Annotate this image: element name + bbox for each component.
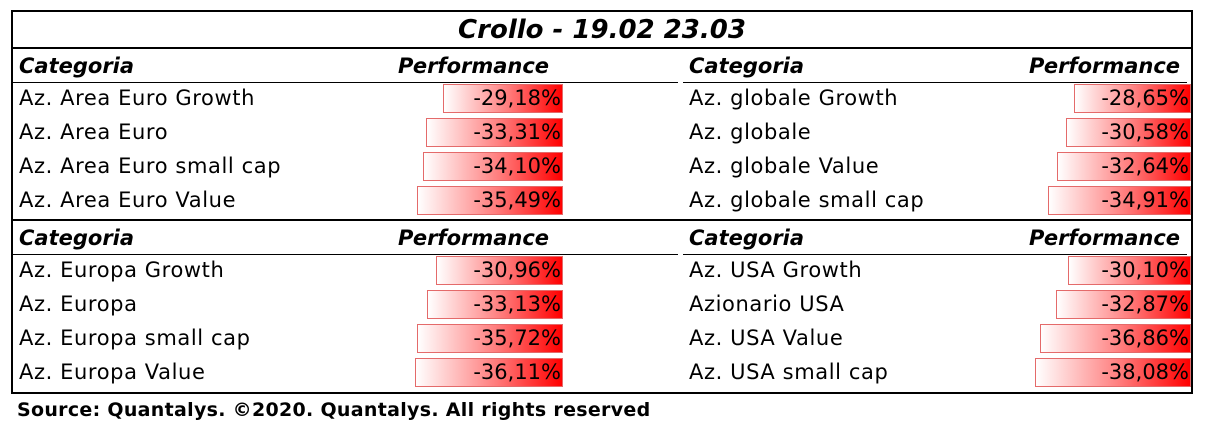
performance-bar — [414, 358, 563, 387]
performance-value: -33,31% — [473, 120, 561, 144]
performance-bar — [427, 290, 563, 319]
performance-value: -34,91% — [1101, 188, 1189, 212]
performance-bar — [416, 324, 563, 353]
category-label: Az. Europa — [19, 292, 138, 316]
category-label: Az. Area Euro — [19, 120, 169, 144]
performance-bar — [436, 256, 563, 285]
performance-bar — [1056, 290, 1191, 319]
category-label: Az. Area Euro Value — [19, 188, 237, 212]
category-header: Categoria — [19, 226, 135, 250]
category-label: Az. globale Growth — [689, 86, 899, 110]
performance-bar — [1065, 118, 1191, 147]
performance-value: -38,08% — [1101, 360, 1189, 384]
category-label: Az. Europa small cap — [19, 326, 251, 350]
performance-value: -30,96% — [473, 258, 561, 282]
performance-header: Performance — [1029, 226, 1181, 250]
performance-value: -28,65% — [1101, 86, 1189, 110]
performance-bar — [1067, 256, 1191, 285]
performance-value: -35,72% — [473, 326, 561, 350]
performance-header: Performance — [1029, 54, 1181, 78]
performance-value: -30,10% — [1101, 258, 1189, 282]
performance-bar — [1034, 358, 1191, 387]
performance-header: Performance — [398, 226, 550, 250]
performance-value: -36,11% — [473, 360, 561, 384]
category-header: Categoria — [19, 54, 135, 78]
performance-bar — [1057, 152, 1191, 181]
category-header: Categoria — [689, 54, 805, 78]
performance-bar — [426, 118, 563, 147]
performance-table: Crollo - 19.02 23.03 Categoria Performanc… — [11, 10, 1193, 394]
performance-value: -32,64% — [1101, 154, 1189, 178]
header-underline — [13, 254, 678, 255]
performance-bar — [443, 84, 563, 113]
category-label: Az. globale — [689, 120, 812, 144]
header-underline — [683, 254, 1187, 255]
category-label: Az. Europa Growth — [19, 258, 225, 282]
category-header: Categoria — [689, 226, 805, 250]
category-label: Az. globale Value — [689, 154, 880, 178]
performance-value: -32,87% — [1101, 292, 1189, 316]
performance-bar — [1039, 324, 1191, 353]
category-label: Az. Area Euro Growth — [19, 86, 256, 110]
source-note: Source: Quantalys. ©2020. Quantalys. All… — [17, 399, 651, 421]
performance-value: -35,49% — [473, 188, 561, 212]
performance-bar — [1047, 186, 1191, 215]
table-title: Crollo - 19.02 23.03 — [13, 12, 1191, 49]
performance-value: -34,10% — [473, 154, 561, 178]
performance-bar — [423, 152, 563, 181]
category-label: Azionario USA — [689, 292, 845, 316]
header-underline — [683, 82, 1187, 83]
performance-bar — [1073, 84, 1191, 113]
category-label: Az. globale small cap — [689, 188, 925, 212]
performance-value: -30,58% — [1101, 120, 1189, 144]
performance-bar — [417, 186, 563, 215]
performance-value: -29,18% — [473, 86, 561, 110]
category-label: Az. Europa Value — [19, 360, 206, 384]
performance-header: Performance — [398, 54, 550, 78]
category-label: Az. USA Growth — [689, 258, 863, 282]
block-divider — [13, 219, 1191, 221]
category-label: Az. USA small cap — [689, 360, 889, 384]
category-label: Az. Area Euro small cap — [19, 154, 282, 178]
category-label: Az. USA Value — [689, 326, 844, 350]
performance-value: -36,86% — [1101, 326, 1189, 350]
performance-value: -33,13% — [473, 292, 561, 316]
header-underline — [13, 82, 678, 83]
